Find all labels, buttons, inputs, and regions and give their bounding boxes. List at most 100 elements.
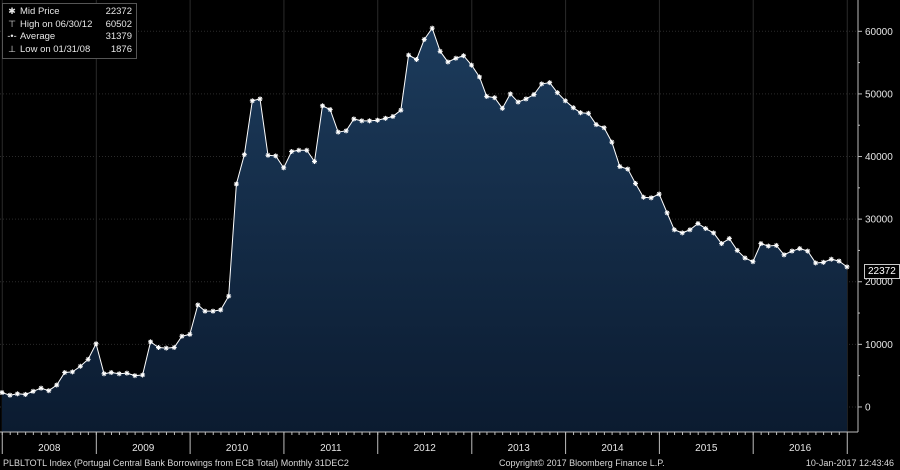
legend-value: 31379: [105, 31, 132, 42]
data-point: [233, 181, 239, 187]
data-point: [640, 194, 646, 200]
data-point: [163, 345, 169, 351]
data-point: [46, 388, 52, 394]
data-point: [374, 117, 380, 123]
data-point: [593, 122, 599, 128]
data-point: [179, 333, 185, 339]
data-point: [367, 118, 372, 124]
data-point: [445, 59, 451, 65]
data-point: [54, 382, 60, 388]
data-point: [62, 370, 68, 376]
data-point: [156, 344, 162, 350]
data-point: [218, 307, 224, 313]
x-year-label: 2014: [601, 443, 624, 454]
legend-value: 22372: [105, 6, 132, 17]
data-point: [132, 373, 138, 379]
data-point: [789, 248, 795, 254]
legend-label: Low on 01/31/08: [20, 43, 91, 55]
data-point: [765, 243, 771, 249]
data-point: [578, 110, 583, 116]
data-point: [461, 53, 467, 59]
data-point: [226, 293, 232, 299]
data-point: [773, 242, 779, 248]
data-point: [656, 191, 662, 197]
data-point: [38, 385, 44, 391]
footer-copyright: Copyright© 2017 Bloomberg Finance L.P.: [499, 458, 665, 468]
data-point: [844, 264, 850, 270]
legend-value: 60502: [105, 18, 132, 30]
data-point: [632, 180, 638, 186]
data-point: [679, 230, 685, 236]
data-point: [429, 25, 435, 31]
data-markers: [0, 25, 850, 398]
data-point: [7, 392, 13, 398]
data-point: [359, 118, 365, 124]
data-point: [554, 90, 560, 96]
data-point: [515, 99, 521, 105]
data-point: [758, 241, 764, 247]
data-point: [617, 164, 623, 170]
data-point: [140, 372, 146, 378]
data-point: [257, 96, 263, 102]
data-point: [351, 116, 357, 122]
y-tick-label: 50000: [865, 89, 893, 100]
data-point: [695, 221, 701, 227]
data-point: [202, 308, 208, 314]
data-point: [570, 105, 576, 111]
x-year-label: 2010: [226, 443, 249, 454]
legend-marker-icon: ✱: [8, 6, 16, 16]
legend: ✱ Mid Price 22372 ⊤ High on 06/30/12 60502 -•-…: [2, 3, 137, 59]
legend-marker-icon: -•-: [7, 31, 17, 41]
data-point: [108, 370, 114, 376]
x-year-label: 2009: [132, 443, 155, 454]
data-point: [742, 255, 748, 261]
data-point: [437, 48, 443, 54]
legend-value: 1876: [110, 43, 132, 55]
data-point: [797, 246, 803, 252]
y-tick-label: 60000: [865, 27, 893, 38]
legend-marker-icon: ⊥: [8, 43, 16, 54]
data-point: [335, 129, 341, 135]
data-point: [289, 149, 295, 155]
data-point: [703, 226, 709, 232]
data-point: [187, 331, 193, 337]
data-point: [304, 147, 310, 153]
data-point: [836, 258, 842, 264]
data-point: [687, 227, 693, 233]
data-point: [499, 105, 505, 111]
data-point: [507, 91, 513, 97]
data-point: [343, 128, 349, 134]
data-point: [195, 302, 201, 308]
axes: 0 10000 20000 30000 40000 50000 60000 2008 2009 2…: [0, 0, 893, 454]
data-point: [101, 371, 107, 377]
legend-label: Mid Price: [20, 6, 60, 17]
y-tick-label: 40000: [865, 152, 893, 163]
data-point: [492, 95, 498, 101]
y-tick-label: 0: [865, 402, 871, 413]
data-point: [265, 152, 271, 158]
data-point: [148, 339, 154, 345]
x-year-label: 2008: [38, 443, 61, 454]
data-point: [0, 390, 5, 396]
data-point: [30, 388, 36, 394]
data-point: [14, 391, 20, 397]
data-point: [124, 370, 130, 376]
data-point: [625, 166, 631, 172]
data-point: [77, 363, 83, 369]
data-point: [664, 210, 670, 216]
y-tick-label: 10000: [865, 340, 893, 351]
y-tick-label: 30000: [865, 215, 893, 226]
legend-item: ⊤ High on 06/30/12 60502: [3, 19, 136, 31]
data-point: [327, 107, 333, 113]
data-point: [781, 252, 787, 258]
legend-item: -•- Average 31379: [3, 31, 136, 43]
data-point: [828, 256, 834, 262]
footer-security-description: PLBLTOTL Index (Portugal Central Bank Bo…: [3, 458, 349, 468]
data-point: [750, 259, 756, 265]
data-point: [93, 341, 99, 347]
data-point: [171, 344, 177, 350]
data-point: [547, 80, 553, 86]
data-point: [414, 56, 420, 62]
data-point: [734, 247, 740, 253]
